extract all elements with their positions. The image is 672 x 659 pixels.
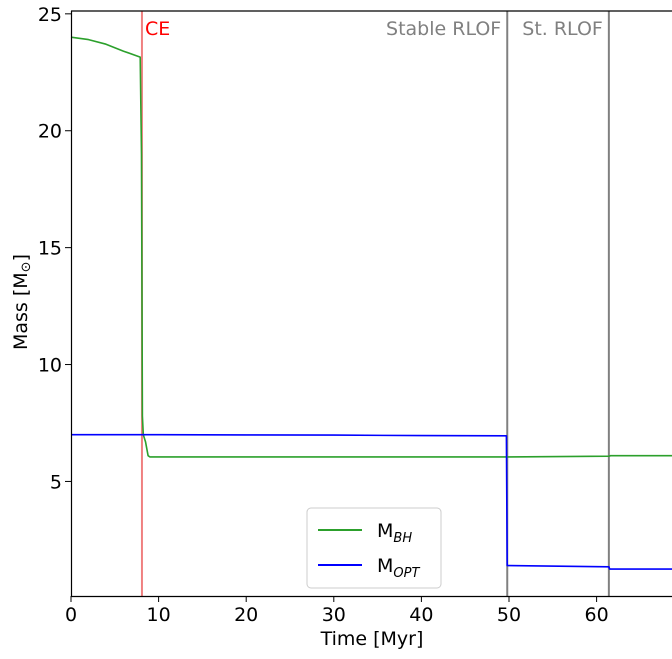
legend-label-bh-sub: BH xyxy=(393,531,412,546)
y-tick-label-4: 25 xyxy=(38,4,62,26)
y-tick-label-2: 15 xyxy=(38,238,62,260)
x-tick-label-0: 0 xyxy=(65,604,77,626)
legend-label-bh: MBH xyxy=(377,520,412,546)
legend: MBH MOPT xyxy=(306,507,442,589)
event-label-1: Stable RLOF xyxy=(386,18,501,40)
legend-label-opt: MOPT xyxy=(377,555,420,581)
series-lines xyxy=(70,36,672,570)
y-tick-label-3: 20 xyxy=(38,121,62,143)
x-tick-label-2: 20 xyxy=(234,604,258,626)
legend-label-opt-sub: OPT xyxy=(393,566,420,581)
event-label-2: St. RLOF xyxy=(522,18,603,40)
y-ticks: 5 10 15 20 25 xyxy=(38,4,71,493)
x-ticks: 0 10 20 30 40 50 60 xyxy=(65,596,609,626)
x-tick-label-5: 50 xyxy=(497,604,521,626)
x-tick-label-3: 30 xyxy=(322,604,346,626)
y-axis-label: Mass [M⊙] xyxy=(10,254,34,350)
legend-frame xyxy=(306,507,442,589)
x-axis-label: Time [Myr] xyxy=(320,628,424,650)
y-tick-label-0: 5 xyxy=(50,471,62,493)
legend-label-bh-main: M xyxy=(377,520,393,542)
legend-label-opt-main: M xyxy=(377,555,393,577)
event-labels: CE Stable RLOF St. RLOF xyxy=(145,18,603,40)
axes xyxy=(70,10,672,598)
y-axis-label-close: ] xyxy=(10,254,32,261)
y-tick-label-1: 10 xyxy=(38,355,62,377)
y-axis-label-symbol: ⊙ xyxy=(19,261,34,272)
series-line-opt xyxy=(71,433,672,570)
x-tick-label-4: 40 xyxy=(409,604,433,626)
series-line-bh xyxy=(70,36,672,458)
x-tick-label-1: 10 xyxy=(147,604,171,626)
y-axis-label-text: Mass [M xyxy=(10,272,32,350)
x-tick-label-6: 60 xyxy=(585,604,609,626)
event-label-0: CE xyxy=(145,18,170,40)
